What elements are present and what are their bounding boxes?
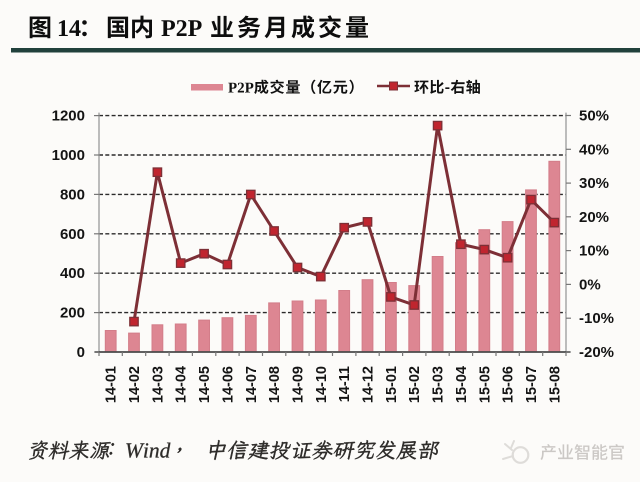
svg-text:14-12: 14-12 [361,366,377,403]
svg-text:30%: 30% [579,175,609,192]
svg-text:40%: 40% [579,141,609,158]
svg-text:15-05: 15-05 [477,366,493,403]
svg-text:15-06: 15-06 [501,366,517,403]
svg-text:14-03: 14-03 [150,366,166,403]
svg-text:0: 0 [77,344,85,361]
svg-text:14-08: 14-08 [267,366,283,403]
svg-text:14-07: 14-07 [244,366,260,403]
svg-text:0%: 0% [579,276,601,293]
svg-text:14-01: 14-01 [104,366,120,403]
svg-text:15-08: 15-08 [547,366,563,403]
svg-text:14-02: 14-02 [127,366,143,403]
svg-text:14-10: 14-10 [314,366,330,403]
svg-text:14-06: 14-06 [220,366,236,403]
svg-text:-20%: -20% [579,344,614,361]
svg-text:200: 200 [60,305,85,322]
svg-text:600: 600 [60,226,85,243]
svg-text:14-11: 14-11 [337,366,353,402]
svg-text:1200: 1200 [52,108,85,125]
svg-text:50%: 50% [579,108,609,125]
svg-text:20%: 20% [579,209,609,226]
svg-text:15-03: 15-03 [431,366,447,403]
svg-text:14-05: 14-05 [197,366,213,403]
svg-text:15-01: 15-01 [384,366,400,403]
svg-text:10%: 10% [579,243,609,260]
svg-text:14-04: 14-04 [174,366,190,403]
svg-text:400: 400 [60,265,85,282]
svg-text:14-09: 14-09 [291,366,307,403]
svg-text:-10%: -10% [579,310,614,327]
svg-text:800: 800 [60,186,85,203]
svg-text:1000: 1000 [52,147,85,164]
svg-text:15-02: 15-02 [407,366,423,403]
svg-text:15-07: 15-07 [524,366,540,403]
svg-text:15-04: 15-04 [454,366,470,403]
